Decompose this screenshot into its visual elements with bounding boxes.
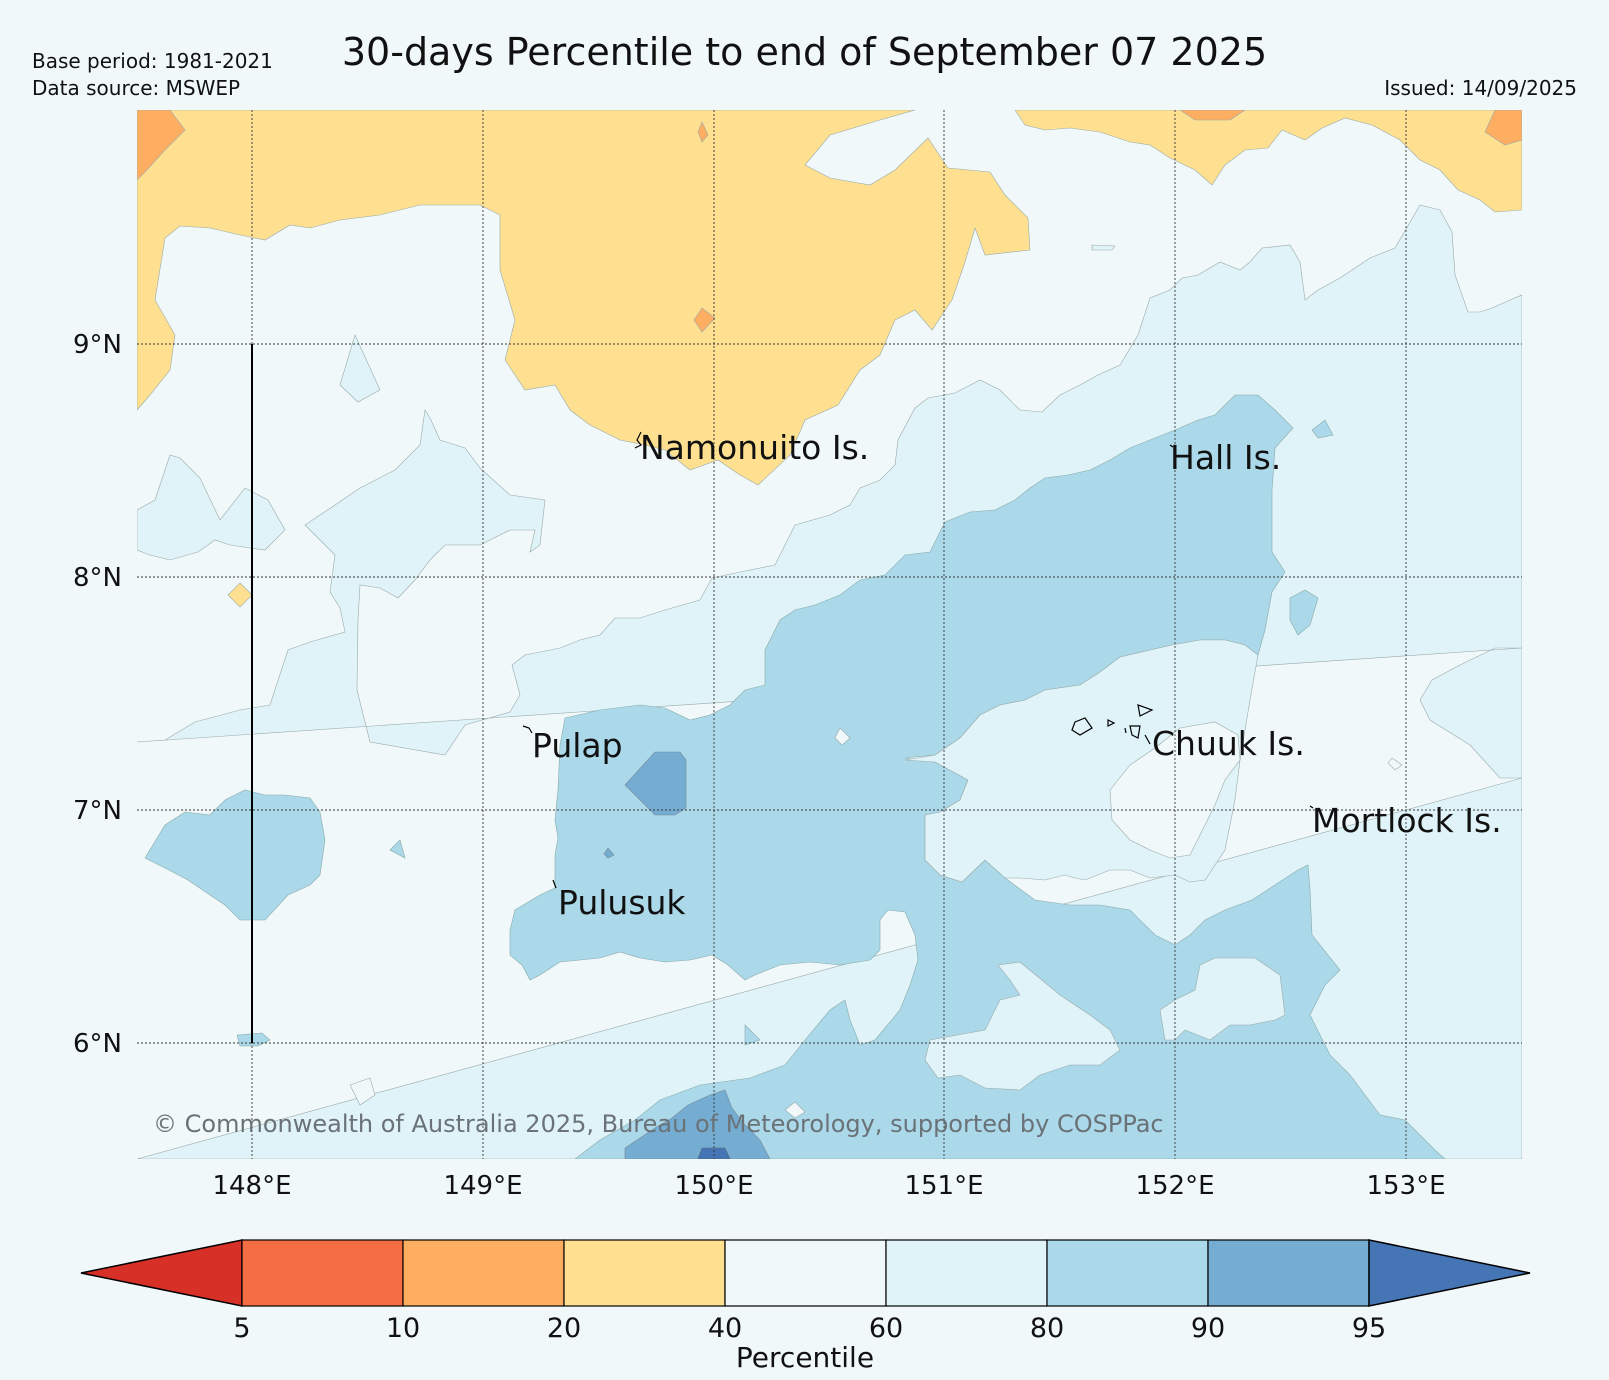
field-10-20-ne: [1484, 110, 1522, 146]
chuuk-island-outline-5: [1144, 734, 1151, 745]
map-plot-area: [137, 110, 1522, 1159]
field-20-40-spot: [227, 582, 253, 608]
data-source-text: Data source: MSWEP: [32, 76, 241, 100]
colorbar-title: Percentile: [736, 1341, 874, 1374]
lat-labels: 9°N 8°N 7°N 6°N: [73, 330, 122, 1059]
lat-label-7n: 7°N: [73, 796, 122, 826]
chuuk-island-outline-4: [1129, 725, 1141, 739]
field-10-20-spot1: [697, 121, 709, 143]
colorbar-bin-10-20: [402, 1239, 565, 1307]
colorbar: 5 10 20 40 60 80 90 95 Percentile: [80, 1239, 1531, 1374]
colorbar-extend-high: [1368, 1239, 1531, 1307]
field-40-60-spot1: [834, 727, 851, 746]
colorbar-bin-5-10: [241, 1239, 404, 1307]
field-40-60-spot2: [784, 1101, 806, 1119]
issued-date: Issued: 14/09/2025: [1384, 76, 1577, 100]
chuuk-island-outline-6: [1124, 727, 1127, 734]
place-label-pulusuk: Pulusuk: [558, 883, 686, 922]
lon-label-148e: 148°E: [212, 1171, 291, 1201]
colorbar-bin-90-95: [1207, 1239, 1370, 1307]
field-60-80-top: [1091, 244, 1116, 251]
base-period-text: Base period: 1981-2021: [32, 49, 273, 73]
field-20-40-northeast: [1014, 110, 1522, 213]
field-60-80-west: [137, 454, 286, 561]
field-95-plus: [697, 1147, 731, 1159]
field-80-90-ne-spot: [1311, 419, 1334, 439]
field-80-90-south-spot: [744, 1024, 761, 1046]
field-90-95-south: [624, 1089, 771, 1159]
lon-labels: 148°E 149°E 150°E 151°E 152°E 153°E: [212, 1171, 1445, 1201]
copyright-text: © Commonwealth of Australia 2025, Bureau…: [153, 1110, 1164, 1138]
field-40-60-spot3: [1387, 757, 1403, 771]
map-title: 30-days Percentile to end of September 0…: [341, 30, 1268, 74]
field-10-20-nw: [137, 110, 186, 181]
colorbar-extend-low: [80, 1239, 243, 1307]
namonuito-island-outline: [634, 431, 642, 449]
colorbar-bin-80-90: [1046, 1239, 1209, 1307]
island-outlines: [522, 431, 1314, 889]
place-labels: Namonuito Is. Hall Is. Pulap Chuuk Is. M…: [532, 428, 1502, 922]
hall-island-outline: [1169, 444, 1174, 448]
lat-label-8n: 8°N: [73, 563, 122, 593]
field-40-60-hole-south: [349, 1077, 376, 1106]
colorbar-tick-60: 60: [869, 1313, 903, 1344]
colorbar-tick-40: 40: [708, 1313, 742, 1344]
field-60-80-hole-se: [1159, 957, 1286, 1041]
field-10-20-top: [1179, 110, 1246, 121]
field-80-90-east: [1289, 589, 1319, 636]
chuuk-island-outline-3: [1107, 719, 1116, 727]
place-label-chuuk: Chuuk Is.: [1152, 724, 1305, 763]
chuuk-island-outline-2: [1071, 717, 1093, 736]
colorbar-tick-20: 20: [547, 1313, 581, 1344]
colorbar-bin-40-60: [724, 1239, 887, 1307]
field-60-80-spot: [339, 334, 381, 403]
colorbar-bin-60-80: [885, 1239, 1048, 1307]
lon-label-150e: 150°E: [674, 1171, 753, 1201]
field-10-20-spot2: [693, 307, 716, 333]
lat-label-6n: 6°N: [73, 1029, 122, 1059]
field-20-40-north: [137, 110, 1031, 486]
place-label-pulap: Pulap: [532, 726, 623, 765]
pulap-island-outline: [522, 725, 533, 734]
lat-label-9n: 9°N: [73, 330, 122, 360]
colorbar-tick-90: 90: [1191, 1313, 1225, 1344]
lon-label-151e: 151°E: [904, 1171, 983, 1201]
place-label-hall: Hall Is.: [1170, 438, 1281, 477]
place-label-mortlock: Mortlock Is.: [1312, 801, 1502, 840]
field-60-80-hole-south: [924, 961, 1121, 1091]
colorbar-tick-5: 5: [233, 1313, 250, 1344]
pulusuk-island-outline: [552, 879, 557, 889]
field-90-95-spot: [603, 847, 615, 859]
lon-label-149e: 149°E: [443, 1171, 522, 1201]
chuuk-island-outline-1: [1137, 704, 1154, 717]
field-80-90-spot: [389, 839, 406, 859]
field-90-95-pulap: [624, 751, 687, 816]
colorbar-tick-10: 10: [386, 1313, 420, 1344]
colorbar-tick-95: 95: [1352, 1313, 1386, 1344]
header-meta: Base period: 1981-2021 Data source: MSWE…: [32, 48, 273, 102]
place-label-namonuito: Namonuito Is.: [640, 428, 869, 467]
mortlock-island-outline: [1309, 805, 1314, 809]
colorbar-tick-80: 80: [1030, 1313, 1064, 1344]
lon-label-152e: 152°E: [1135, 1171, 1214, 1201]
lon-label-153e: 153°E: [1366, 1171, 1445, 1201]
colorbar-bin-20-40: [563, 1239, 726, 1307]
graticule: [137, 110, 1522, 1159]
